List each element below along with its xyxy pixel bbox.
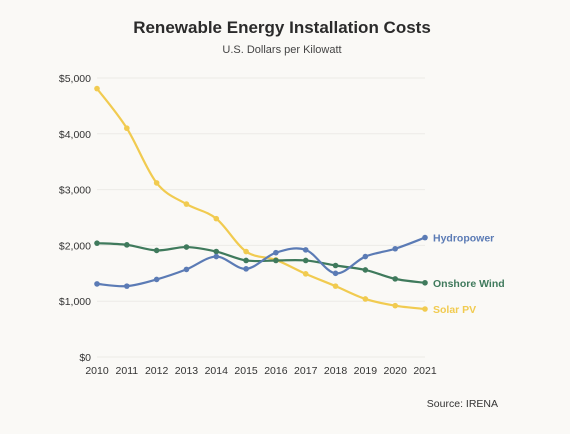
y-axis: $0 $1,000 $2,000 $3,000 $4,000 $5,000 (59, 73, 91, 364)
chart-subtitle: U.S. Dollars per Kilowatt (222, 44, 341, 56)
y-tick-label: $5,000 (59, 73, 91, 85)
hydropower-point (153, 276, 160, 283)
x-tick-label: 2019 (354, 365, 378, 377)
solar-pv-point (153, 180, 160, 186)
hydropower-label: Hydropower (433, 233, 494, 245)
solar-pv-point (302, 271, 309, 277)
y-tick-label: $4,000 (59, 129, 91, 141)
x-tick-label: 2014 (205, 365, 229, 377)
onshore-wind-point (153, 247, 160, 254)
chart-title: Renewable Energy Installation Costs (133, 18, 431, 37)
hydropower-point (422, 234, 428, 241)
hydropower-point (124, 283, 130, 289)
x-tick-label: 2011 (116, 365, 139, 377)
solar-pv-label: Solar PV (433, 304, 476, 316)
solar-pv-point (94, 85, 100, 92)
onshore-wind-point (124, 242, 130, 248)
hydropower-point (392, 245, 398, 252)
hydropower-point (94, 281, 100, 287)
solar-pv-point (392, 302, 398, 309)
onshore-wind-label: Onshore Wind (433, 278, 505, 290)
gridlines (97, 77, 425, 358)
onshore-wind-point (94, 240, 100, 246)
solar-pv-point (124, 125, 130, 132)
solar-pv-point (422, 306, 428, 312)
x-tick-label: 2015 (234, 365, 258, 377)
hydropower-point (183, 266, 190, 273)
onshore-wind-point (273, 257, 279, 264)
solar-pv-point (243, 248, 249, 255)
solar-pv-point (332, 283, 339, 289)
x-tick-label: 2020 (384, 365, 408, 377)
x-tick-label: 2016 (264, 365, 288, 377)
onshore-wind-point (213, 248, 220, 255)
series-group: Solar PV Onshore Wind Hydropower (94, 85, 505, 316)
hydropower-point (213, 253, 220, 260)
onshore-wind-point (392, 276, 398, 282)
onshore-wind-point (332, 262, 339, 269)
solar-pv-point (362, 296, 369, 302)
hydropower-point (332, 270, 339, 277)
source-note: Source: IRENA (427, 398, 498, 410)
hydropower-point (273, 249, 279, 256)
x-tick-label: 2021 (413, 365, 437, 377)
x-tick-label: 2012 (145, 365, 169, 377)
x-axis: 2010 2011 2012 2013 2014 2015 2016 2017 2018 2019… (85, 365, 437, 377)
hydropower-line (96, 236, 426, 288)
onshore-wind-point (362, 267, 369, 273)
y-tick-label: $3,000 (59, 185, 91, 197)
y-tick-label: $0 (79, 352, 91, 364)
onshore-wind-point (302, 257, 309, 264)
hydropower-point (243, 266, 249, 272)
x-tick-label: 2017 (294, 365, 318, 377)
solar-pv-line (96, 87, 426, 311)
onshore-wind-point (183, 244, 190, 250)
x-tick-label: 2010 (85, 365, 109, 377)
onshore-wind-point (422, 279, 428, 286)
hydropower-point (302, 247, 309, 253)
y-tick-label: $2,000 (59, 240, 91, 252)
x-tick-label: 2013 (175, 365, 199, 377)
y-tick-label: $1,000 (59, 296, 91, 308)
solar-pv-point (183, 201, 190, 207)
hydropower-point (362, 253, 369, 260)
onshore-wind-point (243, 257, 249, 264)
x-tick-label: 2018 (324, 365, 348, 377)
solar-pv-point (213, 215, 220, 222)
